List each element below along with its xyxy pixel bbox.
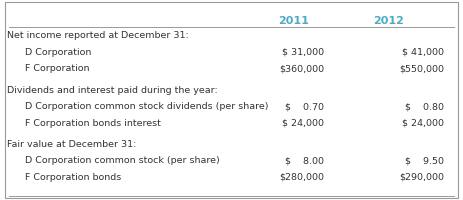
Text: $    9.50: $ 9.50 (406, 156, 444, 165)
Text: $    0.80: $ 0.80 (406, 102, 444, 111)
Text: $360,000: $360,000 (279, 64, 324, 73)
Text: $    8.00: $ 8.00 (285, 156, 324, 165)
Text: $290,000: $290,000 (400, 173, 444, 182)
FancyBboxPatch shape (5, 2, 458, 198)
Text: Dividends and interest paid during the year:: Dividends and interest paid during the y… (7, 86, 218, 95)
Text: D Corporation common stock dividends (per share): D Corporation common stock dividends (pe… (25, 102, 269, 111)
Text: $ 41,000: $ 41,000 (402, 48, 444, 57)
Text: D Corporation: D Corporation (25, 48, 92, 57)
Text: F Corporation: F Corporation (25, 64, 90, 73)
Text: F Corporation bonds: F Corporation bonds (25, 173, 122, 182)
Text: Fair value at December 31:: Fair value at December 31: (7, 140, 136, 149)
Text: $ 31,000: $ 31,000 (282, 48, 324, 57)
Text: $ 24,000: $ 24,000 (282, 118, 324, 128)
Text: 2012: 2012 (374, 16, 404, 26)
Text: Net income reported at December 31:: Net income reported at December 31: (7, 31, 189, 40)
Text: D Corporation common stock (per share): D Corporation common stock (per share) (25, 156, 220, 165)
Text: $550,000: $550,000 (400, 64, 444, 73)
Text: $ 24,000: $ 24,000 (402, 118, 444, 128)
Text: 2011: 2011 (279, 16, 309, 26)
Text: $    0.70: $ 0.70 (285, 102, 324, 111)
Text: $280,000: $280,000 (279, 173, 324, 182)
Text: F Corporation bonds interest: F Corporation bonds interest (25, 118, 161, 128)
